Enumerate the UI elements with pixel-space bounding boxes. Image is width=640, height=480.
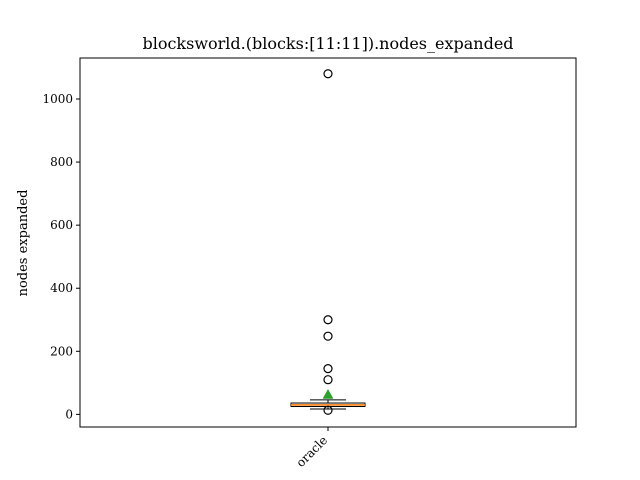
box-plots (290, 69, 366, 415)
outlier-point (323, 331, 333, 341)
y-axis: 0 200 400 600 800 1000 (42, 92, 80, 421)
y-tick-label: 1000 (42, 92, 73, 106)
mean-marker (322, 389, 334, 399)
chart-title: blocksworld.(blocks:[11:11]).nodes_expan… (142, 34, 513, 53)
y-tick-label: 0 (65, 407, 73, 421)
outlier-point (323, 364, 333, 374)
plot-area (79, 57, 577, 428)
outlier-point (323, 315, 333, 325)
y-tick-label: 400 (50, 281, 73, 295)
y-tick-label: 600 (50, 218, 73, 232)
x-tick-label: oracle (294, 433, 331, 470)
y-tick-label: 800 (50, 155, 73, 169)
y-tick-label: 200 (50, 344, 73, 358)
outlier-point (323, 375, 333, 385)
outlier-point (323, 69, 333, 79)
x-axis: oracle (294, 427, 331, 470)
outlier-point (323, 405, 333, 415)
y-axis-label: nodes expanded (16, 190, 31, 297)
